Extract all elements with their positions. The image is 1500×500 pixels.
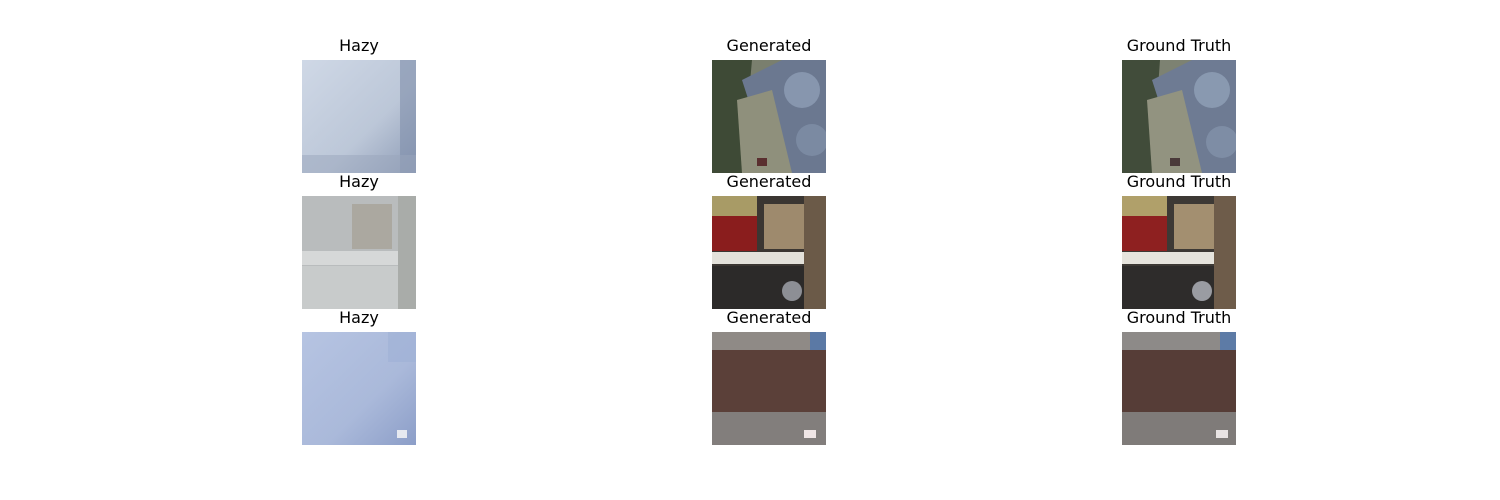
subplot-title: Ground Truth: [1126, 308, 1232, 327]
subplot-title: Hazy: [339, 36, 379, 55]
subplot-title: Hazy: [339, 308, 379, 327]
subplot-title: Generated: [726, 308, 812, 327]
subplot-title: Ground Truth: [1126, 36, 1232, 55]
ground-truth-image-garden-path: [1122, 60, 1236, 173]
ground-truth-image-indoor-room: [1122, 196, 1236, 309]
hazy-image-indoor-room: [302, 196, 416, 309]
generated-image-hedge-fence: [712, 332, 826, 445]
subplot-title: Ground Truth: [1126, 172, 1232, 191]
subplot-title: Generated: [726, 172, 812, 191]
ground-truth-image-hedge-fence: [1122, 332, 1236, 445]
generated-image-indoor-room: [712, 196, 826, 309]
subplot-title: Hazy: [339, 172, 379, 191]
subplot-title: Generated: [726, 36, 812, 55]
generated-image-garden-path: [712, 60, 826, 173]
hazy-image-garden-path: [302, 60, 416, 173]
hazy-image-hedge-fence: [302, 332, 416, 445]
